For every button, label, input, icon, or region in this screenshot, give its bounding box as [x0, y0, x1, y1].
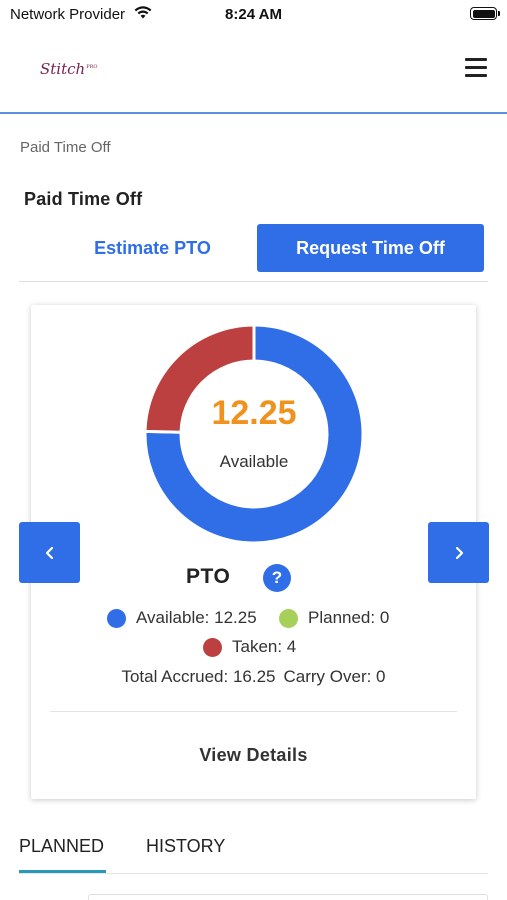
- tabs-divider: [19, 873, 488, 874]
- available-balance-value: 12.25: [211, 394, 297, 432]
- card-divider: [50, 711, 457, 712]
- wifi-icon: [134, 6, 152, 19]
- available-dot-icon: [107, 608, 126, 628]
- request-time-off-button[interactable]: Request Time Off: [257, 224, 484, 272]
- legend-planned: Planned: 0: [279, 608, 389, 628]
- legend-available-label: Available: 12.25: [136, 608, 257, 627]
- breadcrumb[interactable]: Paid Time Off: [20, 139, 111, 156]
- active-tab-indicator: [19, 870, 106, 873]
- tab-planned[interactable]: PLANNED: [19, 836, 105, 856]
- clock-time: 8:24 AM: [225, 6, 282, 23]
- view-details-button[interactable]: View Details: [199, 745, 308, 765]
- app-header: StitchPRO: [0, 30, 507, 114]
- available-balance-caption: Available: [219, 452, 289, 471]
- estimate-pto-button[interactable]: Estimate PTO: [70, 224, 235, 272]
- totals-line: Total Accrued: 16.25 Carry Over: 0: [0, 667, 507, 687]
- carry-over: Carry Over: 0: [283, 667, 386, 686]
- hamburger-menu-icon[interactable]: [465, 58, 487, 78]
- planned-dot-icon: [279, 608, 298, 628]
- taken-dot-icon: [203, 637, 222, 657]
- chevron-right-icon: [455, 546, 463, 559]
- section-divider: [19, 281, 488, 282]
- tab-history[interactable]: HISTORY: [146, 836, 226, 856]
- pto-summary-card: 12.25 Available: [31, 305, 476, 799]
- carrier-name: Network Provider: [10, 6, 126, 23]
- stitch-logo[interactable]: StitchPRO: [40, 60, 98, 78]
- next-policy-button[interactable]: [428, 522, 489, 583]
- battery-icon: [470, 7, 500, 20]
- help-icon[interactable]: ?: [263, 564, 291, 592]
- planned-list-card: [88, 894, 488, 900]
- legend-taken-label: Taken: 4: [232, 637, 297, 656]
- legend-taken: Taken: 4: [203, 637, 296, 657]
- pto-donut-chart: [145, 325, 363, 543]
- chevron-left-icon: [45, 546, 53, 559]
- previous-policy-button[interactable]: [19, 522, 80, 583]
- legend-planned-label: Planned: 0: [308, 608, 390, 627]
- donut-slice-available: [145, 325, 363, 543]
- page-title: Paid Time Off: [24, 189, 143, 209]
- status-bar: Network Provider 8:24 AM: [0, 0, 507, 30]
- donut-slice-taken: [145, 325, 256, 434]
- total-accrued: Total Accrued: 16.25: [121, 667, 276, 686]
- policy-name: PTO: [186, 565, 231, 588]
- legend-available: Available: 12.25: [107, 608, 257, 628]
